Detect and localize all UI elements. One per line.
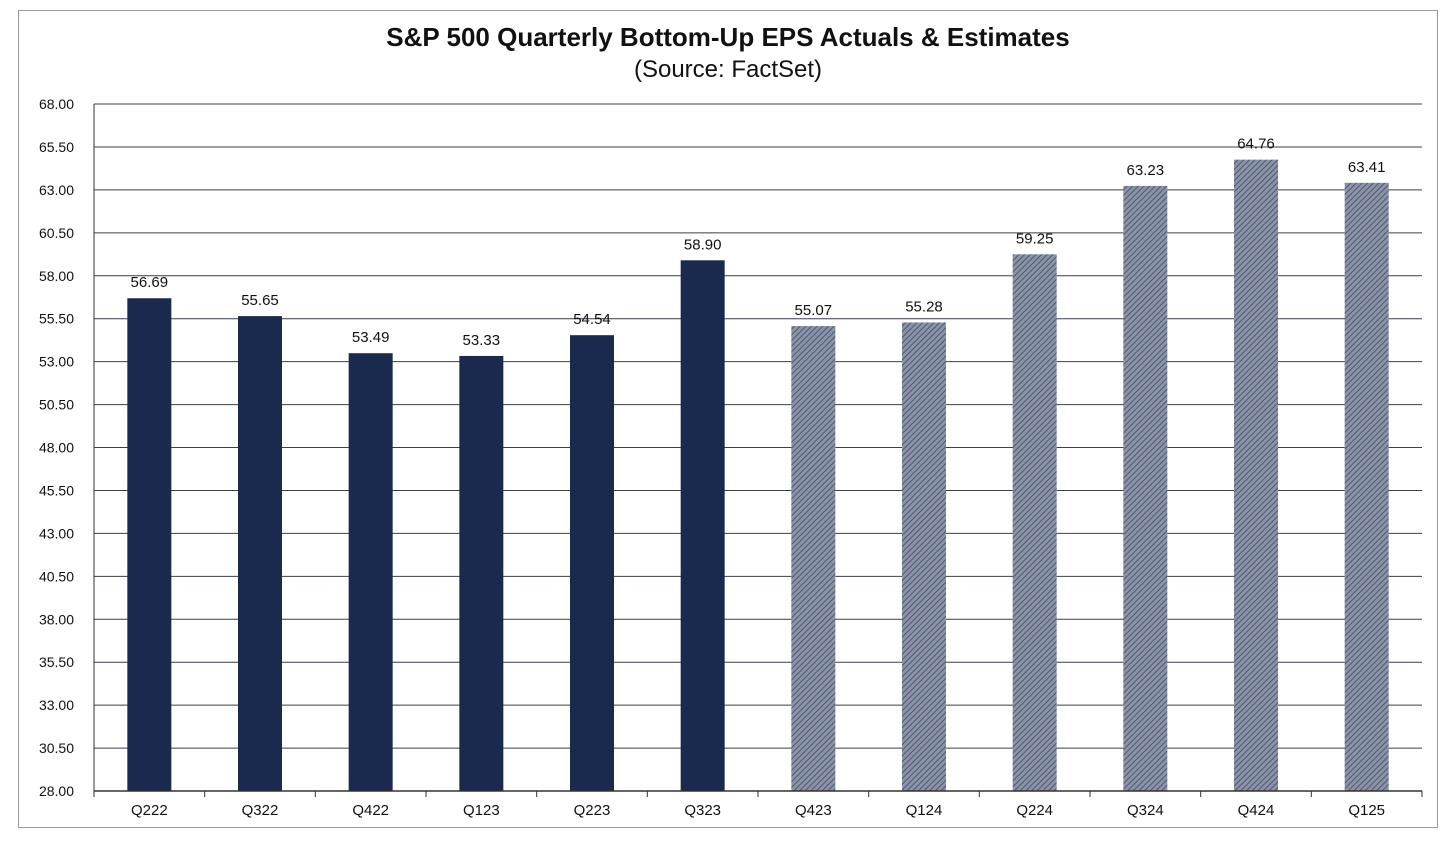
data-labels: 56.69 55.65 53.49 53.33 54.54 58.90 55.07 55.28…: [131, 136, 1386, 349]
y-tick-label: 30.50: [39, 740, 74, 756]
bar-actual-q323: [680, 260, 725, 792]
bars: [127, 159, 1389, 792]
data-label-q423: 55.07: [795, 302, 833, 319]
x-category-label-q424: Q424: [1238, 802, 1275, 819]
y-tick-label: 38.00: [39, 611, 74, 627]
data-label-q324: 63.23: [1127, 162, 1165, 179]
y-tick-label: 43.00: [39, 525, 74, 541]
data-label-q123: 53.33: [463, 332, 501, 349]
bar-estimate-q424: [1234, 159, 1278, 792]
y-tick-label: 55.50: [39, 311, 74, 327]
y-tick-label: 33.00: [39, 697, 74, 713]
chart-title: S&P 500 Quarterly Bottom-Up EPS Actuals …: [386, 22, 1070, 52]
data-label-q224: 59.25: [1016, 230, 1054, 247]
y-tick-label: 50.50: [39, 397, 74, 413]
bar-estimate-q124: [902, 322, 946, 791]
x-category-label-q422: Q422: [352, 802, 389, 819]
x-category-label-q323: Q323: [684, 802, 721, 819]
bar-estimate-q224: [1012, 254, 1057, 791]
data-label-q323: 58.90: [684, 236, 722, 253]
bar-estimate-q324: [1123, 185, 1168, 791]
x-category-label-q222: Q222: [131, 802, 168, 819]
y-tick-label: 48.00: [39, 440, 74, 456]
bar-estimate-q423: [791, 326, 836, 791]
axes: 28.00 30.50 33.00 35.50 38.00 40.50 43.00 45.50…: [39, 96, 1423, 819]
x-category-label-q123: Q123: [463, 802, 500, 819]
y-tick-label: 28.00: [39, 783, 74, 799]
y-tick-label: 40.50: [39, 568, 74, 584]
bar-actual-q322: [238, 316, 282, 791]
x-category-label-q124: Q124: [906, 802, 943, 819]
chart-frame: [18, 10, 1438, 828]
y-tick-label: 60.50: [39, 225, 74, 241]
bar-actual-q222: [127, 298, 172, 791]
gridlines: [94, 103, 1422, 792]
y-tick-label: 63.00: [39, 182, 74, 198]
x-category-label-q324: Q324: [1127, 802, 1164, 819]
y-tick-label: 45.50: [39, 482, 74, 498]
data-label-q223: 54.54: [573, 311, 611, 328]
data-label-q424: 64.76: [1237, 136, 1275, 153]
y-tick-label: 68.00: [39, 96, 74, 112]
data-label-q222: 56.69: [131, 274, 169, 291]
bar-actual-q422: [348, 353, 393, 791]
x-category-label-q223: Q223: [574, 802, 611, 819]
data-label-q422: 53.49: [352, 329, 390, 346]
x-category-label-q224: Q224: [1016, 802, 1053, 819]
data-label-q124: 55.28: [905, 298, 943, 315]
x-category-label-q125: Q125: [1348, 802, 1385, 819]
y-tick-label: 65.50: [39, 139, 74, 155]
y-tick-label: 58.00: [39, 268, 74, 284]
y-tick-label: 53.00: [39, 354, 74, 370]
chart-subtitle: (Source: FactSet): [633, 56, 823, 83]
data-label-q322: 55.65: [241, 292, 279, 309]
data-label-q125: 63.41: [1348, 159, 1386, 176]
bar-actual-q123: [459, 355, 504, 791]
x-category-label-q322: Q322: [242, 802, 279, 819]
bar-estimate-q125: [1344, 182, 1389, 791]
bar-actual-q223: [570, 335, 614, 791]
y-tick-label: 35.50: [39, 654, 74, 670]
x-category-label-q423: Q423: [795, 802, 832, 819]
